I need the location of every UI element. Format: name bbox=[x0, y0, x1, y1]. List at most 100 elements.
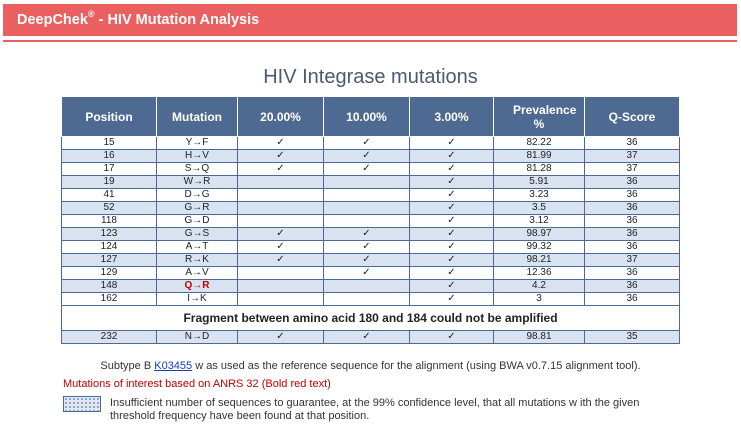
reference-prefix: Subtype B bbox=[100, 360, 155, 372]
fragment-note: Fragment between amino acid 180 and 184 … bbox=[61, 305, 680, 331]
cell-threshold-20 bbox=[237, 279, 324, 293]
cell-qscore: 37 bbox=[584, 149, 680, 163]
cell-mutation: D→G bbox=[156, 188, 238, 202]
cell-threshold-20: ✓ bbox=[237, 240, 324, 254]
cell-qscore: 36 bbox=[584, 201, 680, 215]
cell-qscore: 36 bbox=[584, 279, 680, 293]
header-divider bbox=[3, 40, 737, 42]
cell-threshold-10: ✓ bbox=[323, 149, 410, 163]
cell-prevalence: 81.28 bbox=[493, 162, 585, 176]
table-row: 19 W→R ✓ 5.91 36 bbox=[61, 175, 680, 189]
cell-position: 19 bbox=[61, 175, 157, 189]
cell-threshold-3: ✓ bbox=[409, 279, 494, 293]
cell-mutation: H→V bbox=[156, 149, 238, 163]
cell-position: 118 bbox=[61, 214, 157, 228]
cell-prevalence: 99.32 bbox=[493, 240, 585, 254]
cell-prevalence: 3.5 bbox=[493, 201, 585, 215]
cell-position: 129 bbox=[61, 266, 157, 280]
cell-threshold-3: ✓ bbox=[409, 227, 494, 241]
cell-threshold-20 bbox=[237, 214, 324, 228]
cell-mutation: A→V bbox=[156, 266, 238, 280]
cell-threshold-10: ✓ bbox=[323, 330, 410, 344]
cell-threshold-10: ✓ bbox=[323, 162, 410, 176]
cell-threshold-10: ✓ bbox=[323, 253, 410, 267]
cell-threshold-3: ✓ bbox=[409, 136, 494, 150]
cell-prevalence: 98.21 bbox=[493, 253, 585, 267]
cell-position: 124 bbox=[61, 240, 157, 254]
cell-mutation: S→Q bbox=[156, 162, 238, 176]
cell-threshold-10 bbox=[323, 279, 410, 293]
cell-qscore: 36 bbox=[584, 136, 680, 150]
cell-mutation: G→S bbox=[156, 227, 238, 241]
cell-threshold-20 bbox=[237, 292, 324, 306]
cell-position: 15 bbox=[61, 136, 157, 150]
column-header-prevalence: Prevalence % bbox=[493, 96, 585, 137]
cell-mutation: G→R bbox=[156, 201, 238, 215]
reference-suffix: w as used as the reference sequence for … bbox=[192, 360, 641, 372]
cell-threshold-10 bbox=[323, 292, 410, 306]
insufficient-sequences-legend-swatch bbox=[63, 396, 101, 412]
prevalence-header-label: Prevalence % bbox=[513, 102, 577, 131]
column-header-threshold-10: 10.00% bbox=[323, 96, 410, 137]
page-title: HIV Integrase mutations bbox=[263, 66, 478, 88]
cell-qscore: 37 bbox=[584, 253, 680, 267]
cell-threshold-10 bbox=[323, 214, 410, 228]
cell-qscore: 35 bbox=[584, 330, 680, 344]
cell-qscore: 36 bbox=[584, 266, 680, 280]
cell-position: 123 bbox=[61, 227, 157, 241]
column-header-position: Position bbox=[61, 96, 157, 137]
cell-threshold-20: ✓ bbox=[237, 227, 324, 241]
cell-prevalence: 3.23 bbox=[493, 188, 585, 202]
column-header-qscore: Q-Score bbox=[584, 96, 680, 137]
table-row: 118 G→D ✓ 3.12 36 bbox=[61, 214, 680, 228]
cell-mutation: R→K bbox=[156, 253, 238, 267]
cell-threshold-20: ✓ bbox=[237, 136, 324, 150]
cell-threshold-20: ✓ bbox=[237, 253, 324, 267]
cell-threshold-20: ✓ bbox=[237, 149, 324, 163]
cell-mutation: N→D bbox=[156, 330, 238, 344]
cell-mutation: G→D bbox=[156, 214, 238, 228]
cell-threshold-10 bbox=[323, 188, 410, 202]
reference-sequence-link[interactable]: K03455 bbox=[154, 360, 193, 372]
cell-position: 16 bbox=[61, 149, 157, 163]
cell-mutation: A→T bbox=[156, 240, 238, 254]
cell-position: 52 bbox=[61, 201, 157, 215]
cell-qscore: 37 bbox=[584, 162, 680, 176]
app-header-banner: DeepChek® - HIV Mutation Analysis bbox=[3, 4, 737, 36]
cell-position: 148 bbox=[61, 279, 157, 293]
cell-threshold-3: ✓ bbox=[409, 175, 494, 189]
cell-threshold-3: ✓ bbox=[409, 253, 494, 267]
cell-mutation: W→R bbox=[156, 175, 238, 189]
table-row: 148 Q→R ✓ 4.2 36 bbox=[61, 279, 680, 293]
cell-prevalence: 5.91 bbox=[493, 175, 585, 189]
cell-threshold-20: ✓ bbox=[237, 330, 324, 344]
cell-threshold-10 bbox=[323, 175, 410, 189]
registered-mark: ® bbox=[87, 9, 95, 19]
table-row: 17 S→Q ✓ ✓ ✓ 81.28 37 bbox=[61, 162, 680, 176]
cell-position: 162 bbox=[61, 292, 157, 306]
cell-prevalence: 4.2 bbox=[493, 279, 585, 293]
cell-threshold-3: ✓ bbox=[409, 330, 494, 344]
table-row: 16 H→V ✓ ✓ ✓ 81.99 37 bbox=[61, 149, 680, 163]
cell-threshold-20 bbox=[237, 188, 324, 202]
cell-threshold-20: ✓ bbox=[237, 162, 324, 176]
cell-threshold-20 bbox=[237, 201, 324, 215]
cell-threshold-3: ✓ bbox=[409, 149, 494, 163]
cell-prevalence: 3.12 bbox=[493, 214, 585, 228]
mutations-table: Position Mutation 20.00% 10.00% 3.00% Pr… bbox=[61, 96, 680, 344]
cell-qscore: 36 bbox=[584, 214, 680, 228]
cell-prevalence: 12.36 bbox=[493, 266, 585, 280]
table-row: 232 N→D ✓ ✓ ✓ 98.81 35 bbox=[61, 330, 680, 344]
insufficient-sequences-legend-text: Insufficient number of sequences to guar… bbox=[110, 397, 640, 422]
table-row: 52 G→R ✓ 3.5 36 bbox=[61, 201, 680, 215]
cell-threshold-3: ✓ bbox=[409, 162, 494, 176]
cell-position: 127 bbox=[61, 253, 157, 267]
cell-mutation: I→K bbox=[156, 292, 238, 306]
column-header-mutation: Mutation bbox=[156, 96, 238, 137]
table-row: 123 G→S ✓ ✓ ✓ 98.97 36 bbox=[61, 227, 680, 241]
cell-position: 17 bbox=[61, 162, 157, 176]
cell-qscore: 36 bbox=[584, 240, 680, 254]
cell-position: 41 bbox=[61, 188, 157, 202]
cell-threshold-3: ✓ bbox=[409, 240, 494, 254]
table-row: 41 D→G ✓ 3.23 36 bbox=[61, 188, 680, 202]
